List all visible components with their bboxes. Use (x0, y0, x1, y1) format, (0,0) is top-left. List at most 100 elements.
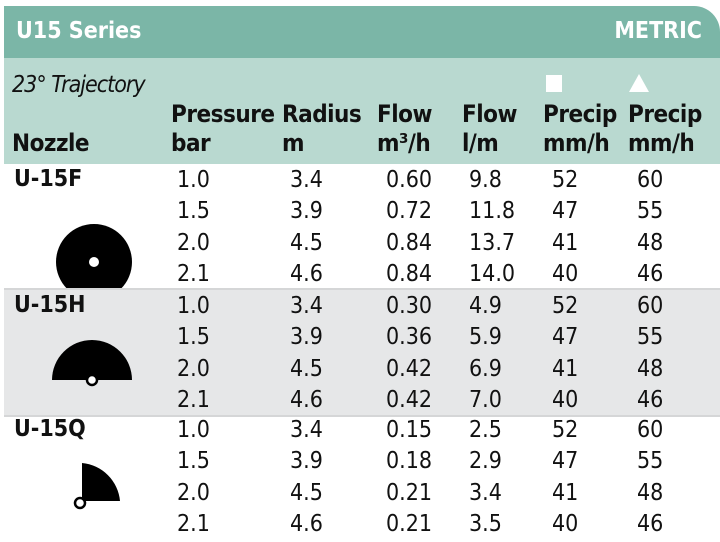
nozzle-name: U-15Q (14, 416, 86, 442)
table-cell: 11.8 (469, 198, 516, 225)
header-precip-triangle: Precip mm/h (628, 100, 702, 158)
table-cell: 0.60 (386, 167, 433, 193)
full-circle-icon (54, 222, 134, 306)
table-cell: 3.4 (469, 479, 502, 506)
header-nozzle: Nozzle (12, 129, 90, 157)
table-cell: 2.0 (177, 355, 210, 382)
table-cell: 52 (552, 417, 579, 443)
table-cell: 60 (637, 417, 664, 443)
table-cell: 40 (552, 260, 579, 287)
table-cell: 41 (552, 229, 579, 256)
table-cell: 47 (552, 198, 579, 225)
table-cell: 1.5 (177, 198, 210, 225)
header-unit: m³/h (377, 129, 431, 157)
table-row: 2.0 4.5 0.21 3.4 41 48 (4, 477, 720, 508)
table-cell: 2.9 (469, 448, 502, 475)
header-line: Flow (462, 100, 517, 128)
table-cell: 13.7 (469, 229, 516, 256)
table-cell: 2.1 (177, 386, 210, 413)
title-bar: U15 Series METRIC (4, 6, 720, 58)
table-cell: 4.6 (290, 260, 323, 287)
table-row: 2.1 4.6 0.21 3.5 40 46 (4, 508, 720, 539)
nozzle-name: U-15H (14, 292, 86, 318)
series-title: U15 Series (16, 18, 142, 44)
table-cell: 5.9 (469, 324, 502, 351)
table-cell: 3.5 (469, 510, 502, 537)
table-cell: 3.4 (290, 417, 323, 443)
table-cell: 48 (637, 479, 664, 506)
table-cell: 40 (552, 386, 579, 413)
table-cell: 1.0 (177, 417, 210, 443)
table-cell: 41 (552, 355, 579, 382)
header-precip-square: Precip mm/h (543, 100, 617, 158)
nozzle-section: U-15H 1.0 3.4 0.30 4.9 52 60 1.5 3.9 0.36 5.9 47 55 2… (4, 288, 720, 417)
table-cell: 2.1 (177, 260, 210, 287)
quarter-circle-icon (72, 459, 122, 517)
header-pressure: Pressure bar (171, 100, 275, 158)
table-cell: 1.5 (177, 324, 210, 351)
table-cell: 1.0 (177, 293, 210, 319)
header-line: Pressure (171, 100, 275, 128)
header-unit: bar (171, 129, 211, 157)
table-cell: 52 (552, 167, 579, 193)
table-cell: 9.8 (469, 167, 502, 193)
table-cell: 0.18 (386, 448, 433, 475)
table-cell: 2.0 (177, 479, 210, 506)
table-cell: 0.72 (386, 198, 433, 225)
header-unit: m (282, 129, 305, 157)
header-radius: Radius m (282, 100, 362, 158)
table-cell: 4.5 (290, 479, 323, 506)
table-cell: 46 (637, 510, 664, 537)
square-spacing-icon (546, 75, 562, 92)
table-cell: 55 (637, 448, 664, 475)
table-row: 1.5 3.9 0.18 2.9 47 55 (4, 445, 720, 476)
table-cell: 46 (637, 386, 664, 413)
header-flow-m3h: Flow m³/h (377, 100, 432, 158)
table-row: 1.5 3.9 0.36 5.9 47 55 (4, 321, 720, 352)
table-cell: 0.84 (386, 229, 433, 256)
table-cell: 48 (637, 229, 664, 256)
table-cell: 55 (637, 324, 664, 351)
table-cell: 0.30 (386, 293, 433, 319)
header-line: Flow (377, 100, 432, 128)
table-cell: 0.42 (386, 355, 433, 382)
half-circle-icon (50, 338, 134, 392)
table-cell: 3.9 (290, 448, 323, 475)
table-row: 1.0 3.4 0.60 9.8 52 60 (4, 164, 720, 195)
table-cell: 41 (552, 479, 579, 506)
triangle-spacing-icon (629, 74, 649, 92)
header-unit: mm/h (543, 129, 610, 157)
table-cell: 0.21 (386, 479, 433, 506)
table-cell: 3.4 (290, 167, 323, 193)
table-cell: 0.36 (386, 324, 433, 351)
table-cell: 2.5 (469, 417, 502, 443)
table-cell: 1.0 (177, 167, 210, 193)
nozzle-name: U-15F (14, 166, 83, 192)
table-cell: 4.6 (290, 386, 323, 413)
table-row: 1.5 3.9 0.72 11.8 47 55 (4, 195, 720, 226)
table-cell: 3.9 (290, 198, 323, 225)
trajectory-label: 23° Trajectory (12, 72, 146, 98)
table-cell: 0.84 (386, 260, 433, 287)
table-cell: 4.6 (290, 510, 323, 537)
nozzle-section: U-15F 1.0 3.4 0.60 9.8 52 60 1.5 3.9 0.72 11.8 47 55… (4, 164, 720, 300)
header-line: Radius (282, 100, 362, 128)
nozzle-section: U-15Q 1.0 3.4 0.15 2.5 52 60 1.5 3.9 0.18 2.9 47 55 2… (4, 414, 720, 539)
table-row: 2.1 4.6 0.42 7.0 40 46 (4, 384, 720, 415)
table-cell: 47 (552, 448, 579, 475)
table-cell: 60 (637, 293, 664, 319)
table-cell: 3.4 (290, 293, 323, 319)
table-cell: 4.5 (290, 355, 323, 382)
table-row: 2.1 4.6 0.84 14.0 40 46 (4, 258, 720, 289)
table-cell: 0.21 (386, 510, 433, 537)
table-cell: 47 (552, 324, 579, 351)
table-cell: 0.42 (386, 386, 433, 413)
table-row: 2.0 4.5 0.42 6.9 41 48 (4, 353, 720, 384)
header-flow-lm: Flow l/m (462, 100, 517, 158)
table-cell: 6.9 (469, 355, 502, 382)
table-cell: 4.5 (290, 229, 323, 256)
table-cell: 2.1 (177, 510, 210, 537)
table-cell: 4.9 (469, 293, 502, 319)
table-cell: 48 (637, 355, 664, 382)
table-cell: 52 (552, 293, 579, 319)
